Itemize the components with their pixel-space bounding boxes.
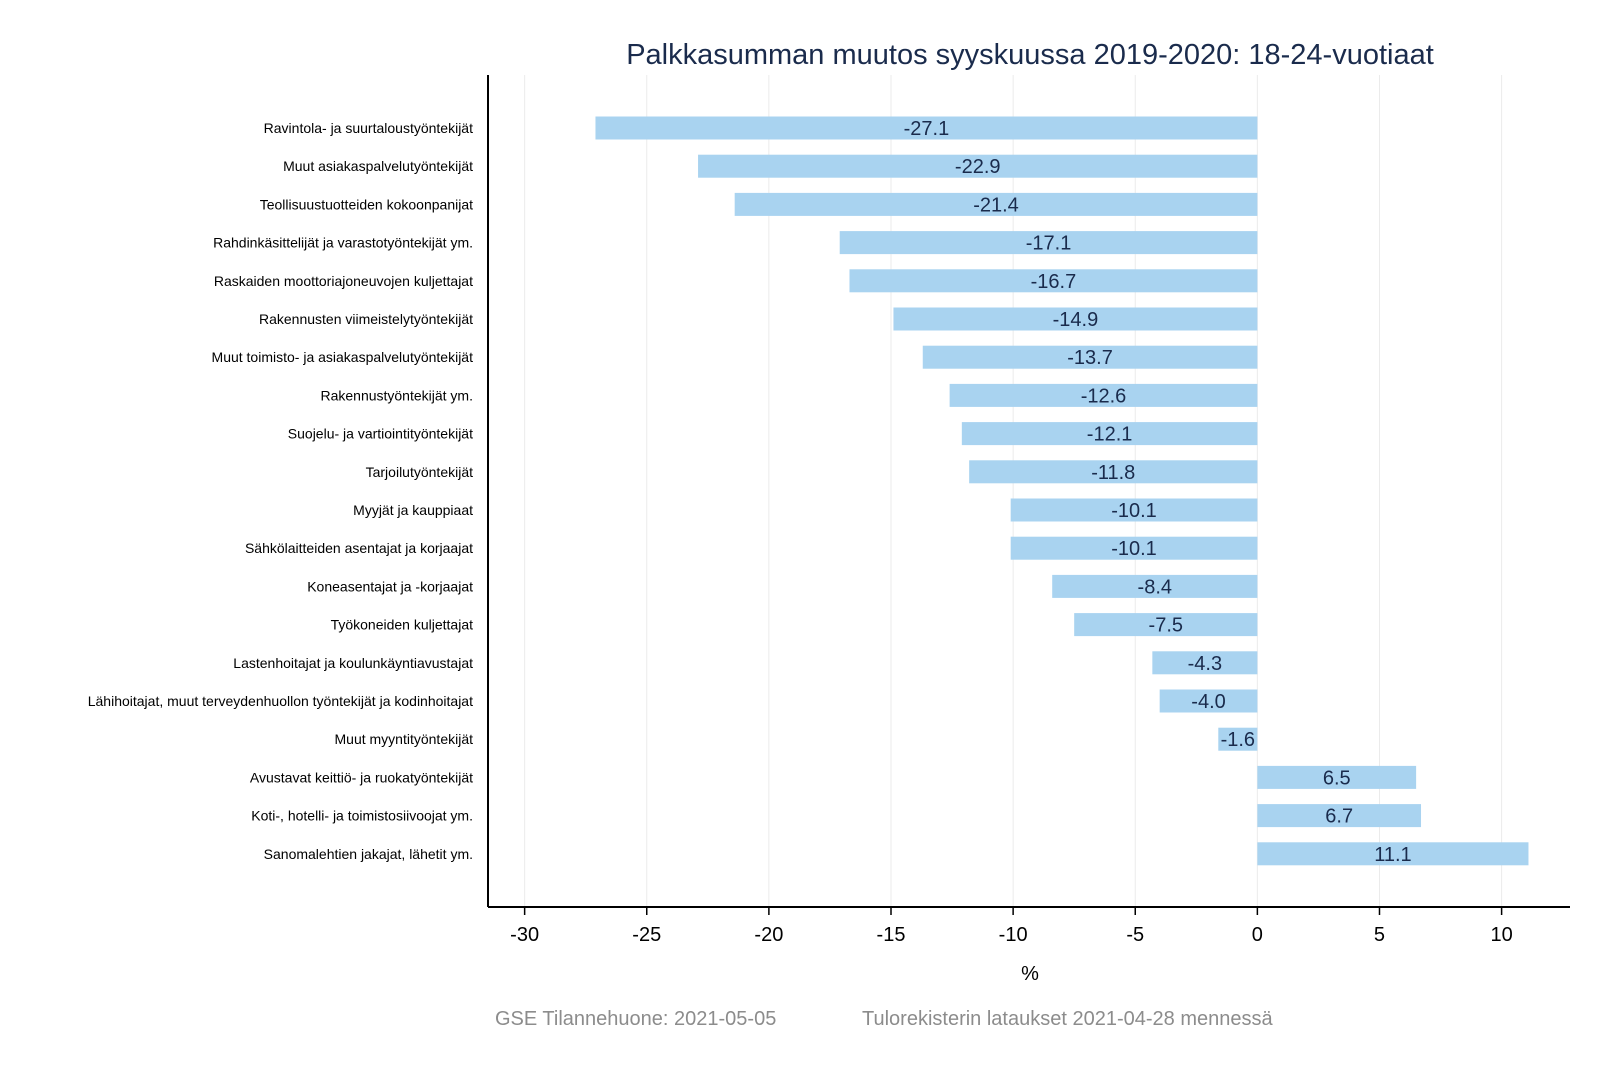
bar bbox=[1257, 842, 1529, 866]
category-label: Myyjät ja kauppiaat bbox=[353, 502, 473, 518]
footer-source: GSE Tilannehuone: 2021-05-05 bbox=[495, 1008, 776, 1030]
bar-value-label: -4.3 bbox=[1188, 653, 1222, 675]
bar bbox=[1257, 804, 1422, 828]
bar-value-label: -10.1 bbox=[1111, 538, 1157, 560]
bar bbox=[595, 116, 1258, 140]
category-label: Muut myyntityöntekijät bbox=[335, 731, 474, 747]
bar bbox=[839, 231, 1258, 255]
bar-value-label: -8.4 bbox=[1138, 576, 1172, 598]
x-tick-label: -30 bbox=[510, 924, 539, 946]
bar bbox=[949, 383, 1258, 407]
bar bbox=[1218, 727, 1258, 751]
category-label: Suojelu- ja vartiointityöntekijät bbox=[288, 426, 473, 442]
bar-value-label: -10.1 bbox=[1111, 500, 1157, 522]
x-tick-label: 10 bbox=[1490, 924, 1512, 946]
bar-value-label: -12.1 bbox=[1087, 424, 1133, 446]
bar bbox=[1074, 613, 1258, 637]
category-label: Avustavat keittiö- ja ruokatyöntekijät bbox=[250, 769, 473, 785]
bar-value-label: -14.9 bbox=[1053, 309, 1099, 331]
bar-value-label: -21.4 bbox=[973, 194, 1019, 216]
bar-value-label: 11.1 bbox=[1374, 844, 1411, 866]
bar-value-label: -12.6 bbox=[1081, 385, 1127, 407]
category-label: Raskaiden moottoriajoneuvojen kuljettaja… bbox=[214, 273, 473, 289]
category-label: Sähkölaitteiden asentajat ja korjaajat bbox=[245, 540, 473, 556]
bar bbox=[1010, 536, 1258, 560]
x-tick-label: -10 bbox=[999, 924, 1028, 946]
bar bbox=[1152, 651, 1258, 675]
x-tick-label: -25 bbox=[632, 924, 661, 946]
bar-layer: -27.1-22.9 -21.4 -17.1 -16.7 -14.9 -13.7 -12.6… bbox=[595, 116, 1529, 866]
category-label: Tarjoilutyöntekijät bbox=[366, 464, 473, 480]
bar-value-label: -11.8 bbox=[1091, 462, 1135, 484]
bar bbox=[1010, 498, 1258, 522]
bar-value-label: -17.1 bbox=[1026, 233, 1072, 255]
category-label: Ravintola- ja suurtaloustyöntekijät bbox=[264, 120, 473, 136]
bar bbox=[893, 307, 1258, 331]
bar bbox=[849, 269, 1258, 293]
bar bbox=[961, 422, 1258, 446]
category-label: Sanomalehtien jakajat, lähetit ym. bbox=[264, 846, 473, 862]
bar bbox=[698, 154, 1258, 178]
bar bbox=[922, 345, 1258, 369]
chart-title: Palkkasumman muutos syyskuussa 2019-2020… bbox=[626, 39, 1434, 71]
bar bbox=[1052, 574, 1258, 598]
category-label: Lähihoitajat, muut terveydenhuollon työn… bbox=[88, 693, 473, 709]
bar-value-label: 6.7 bbox=[1325, 806, 1353, 828]
bar-value-label: -13.7 bbox=[1067, 347, 1113, 369]
category-label: Muut asiakaspalvelutyöntekijät bbox=[283, 158, 473, 174]
x-tick-label: -15 bbox=[877, 924, 906, 946]
bar-value-label: -1.6 bbox=[1221, 729, 1255, 751]
category-label: Työkoneiden kuljettajat bbox=[331, 617, 474, 633]
category-label: Muut toimisto- ja asiakaspalvelutyönteki… bbox=[212, 349, 474, 365]
x-tick-label: -20 bbox=[754, 924, 783, 946]
bar-value-label: -27.1 bbox=[904, 118, 950, 140]
bar-value-label: -7.5 bbox=[1149, 615, 1183, 637]
category-label: Rakennustyöntekijät ym. bbox=[320, 387, 473, 403]
x-axis-label: % bbox=[1021, 963, 1039, 985]
category-label: Rahdinkäsittelijät ja varastotyöntekijät… bbox=[213, 235, 473, 251]
category-label: Koneasentajat ja -korjaajat bbox=[307, 578, 473, 594]
category-label: Koti-, hotelli- ja toimistosiivoojat ym. bbox=[251, 808, 473, 824]
bar-value-label: 6.5 bbox=[1323, 767, 1351, 789]
bar bbox=[1257, 765, 1417, 789]
bar bbox=[969, 460, 1258, 484]
bar-value-label: -16.7 bbox=[1031, 271, 1077, 293]
x-tick-label: 5 bbox=[1374, 924, 1385, 946]
bar-value-label: -22.9 bbox=[955, 156, 1001, 178]
category-label: Teollisuustuotteiden kokoonpanijat bbox=[260, 196, 473, 212]
x-tick-label: 0 bbox=[1252, 924, 1263, 946]
category-label: Lastenhoitajat ja koulunkäyntiavustajat bbox=[233, 655, 473, 671]
x-tick-label: -5 bbox=[1126, 924, 1144, 946]
bar bbox=[734, 192, 1258, 216]
footer-note: Tulorekisterin lataukset 2021-04-28 menn… bbox=[862, 1008, 1273, 1030]
axis-layer: -30 -25 -20 -15 -10 -5 0 5 10 bbox=[487, 75, 1570, 946]
category-label: Rakennusten viimeistelytyöntekijät bbox=[259, 311, 473, 327]
category-label-layer: Ravintola- ja suurtaloustyöntekijät Muut … bbox=[88, 120, 473, 862]
bar-value-label: -4.0 bbox=[1191, 691, 1225, 713]
bar bbox=[1159, 689, 1258, 713]
